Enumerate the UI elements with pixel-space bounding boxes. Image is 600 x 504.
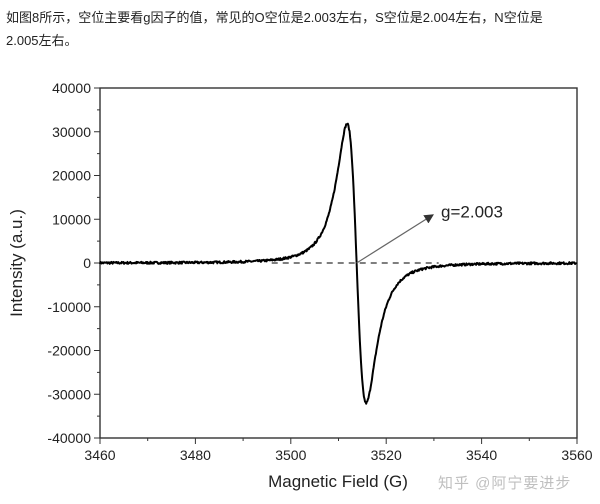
y-tick-label: 20000 bbox=[52, 168, 91, 184]
annotation-arrow bbox=[356, 214, 434, 264]
caption-line-2: 2.005左右。 bbox=[6, 33, 78, 48]
y-tick-label: 0 bbox=[83, 255, 91, 271]
x-tick-label: 3560 bbox=[561, 447, 592, 463]
y-tick-label: -30000 bbox=[47, 386, 91, 402]
x-tick-label: 3540 bbox=[466, 447, 497, 463]
y-tick-label: 10000 bbox=[52, 211, 91, 227]
x-tick-label: 3460 bbox=[84, 447, 115, 463]
g-factor-label: g=2.003 bbox=[441, 203, 503, 222]
x-axis: 3460 3480 3500 3520 3540 3560 bbox=[84, 438, 593, 463]
y-tick-label: -40000 bbox=[47, 430, 91, 446]
y-tick-label: 30000 bbox=[52, 124, 91, 140]
g-factor-annotation: g=2.003 bbox=[356, 203, 503, 264]
y-tick-label: -20000 bbox=[47, 343, 91, 359]
y-axis: -40000 -30000 -20000 -10000 0 10000 20000 30000… bbox=[47, 80, 100, 446]
epr-spectrum-line bbox=[99, 122, 578, 405]
y-axis-title: Intensity (a.u.) bbox=[7, 209, 26, 317]
watermark: 知乎 @阿宁要进步 bbox=[438, 475, 572, 492]
x-axis-title: Magnetic Field (G) bbox=[268, 472, 408, 491]
x-tick-label: 3480 bbox=[180, 447, 211, 463]
caption-text: 如图8所示，空位主要看g因子的值，常见的O空位是2.003左右，S空位是2.00… bbox=[6, 6, 596, 52]
x-tick-label: 3500 bbox=[275, 447, 306, 463]
caption-line-1: 如图8所示，空位主要看g因子的值，常见的O空位是2.003左右，S空位是2.00… bbox=[6, 10, 543, 25]
x-tick-label: 3520 bbox=[371, 447, 402, 463]
y-tick-label: 40000 bbox=[52, 80, 91, 96]
y-tick-label: -10000 bbox=[47, 299, 91, 315]
